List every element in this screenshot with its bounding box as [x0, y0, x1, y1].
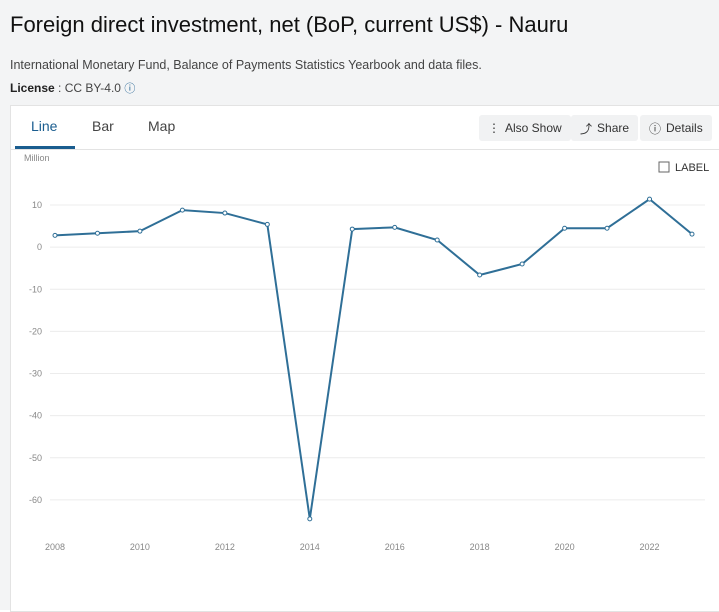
data-point: [94, 230, 100, 236]
chart-panel: Line Bar Map ⋮ Also Show ⤴ Share ⓘ Details: [10, 105, 719, 612]
x-tick-label: 2022: [640, 542, 660, 552]
data-point: [519, 261, 525, 267]
y-tick-label: -40: [29, 411, 42, 421]
x-tick-label: 2018: [470, 542, 490, 552]
data-point: [137, 228, 143, 234]
x-tick-label: 2010: [130, 542, 150, 552]
y-tick-label: -10: [29, 284, 42, 294]
details-button[interactable]: ⓘ Details: [640, 115, 712, 141]
data-point: [477, 272, 483, 278]
x-tick-label: 2008: [45, 542, 65, 552]
y-tick-label: -60: [29, 495, 42, 505]
license: License : CC BY-4.0 ⓘ: [10, 80, 135, 96]
data-line: [54, 197, 693, 519]
x-tick-label: 2014: [300, 542, 320, 552]
data-point: [434, 237, 440, 243]
tab-map[interactable]: Map: [148, 118, 176, 134]
data-point: [604, 225, 610, 231]
tab-underline: [15, 146, 75, 149]
label-toggle[interactable]: LABEL: [675, 162, 709, 174]
license-label: License: [10, 81, 55, 95]
data-point: [52, 232, 58, 238]
license-value: : CC BY-4.0: [58, 81, 121, 95]
y-tick-label: -30: [29, 369, 42, 379]
separator: [11, 149, 719, 150]
button-label: Details: [666, 121, 703, 135]
y-tick-label: 0: [37, 242, 42, 252]
data-point: [689, 231, 695, 237]
button-label: Also Show: [505, 121, 562, 135]
data-point: [647, 196, 653, 202]
also-show-button[interactable]: ⋮ Also Show: [479, 115, 571, 141]
page-title: Foreign direct investment, net (BoP, cur…: [10, 12, 569, 37]
x-tick-label: 2020: [555, 542, 575, 552]
label-checkbox[interactable]: [658, 161, 670, 173]
y-unit: Million: [24, 153, 50, 163]
share-button[interactable]: ⤴ Share: [571, 115, 639, 141]
source-note: International Monetary Fund, Balance of …: [10, 58, 482, 72]
y-tick-label: 10: [32, 200, 42, 210]
data-point: [307, 516, 313, 522]
data-point: [222, 210, 228, 216]
y-tick-label: -50: [29, 453, 42, 463]
x-tick-label: 2012: [215, 542, 235, 552]
tab-line[interactable]: Line: [31, 118, 58, 134]
info-icon[interactable]: ⓘ: [124, 83, 136, 95]
y-tick-label: -20: [29, 326, 42, 336]
data-point: [264, 221, 270, 227]
data-point: [562, 225, 568, 231]
x-tick-label: 2016: [385, 542, 405, 552]
tab-bar[interactable]: Bar: [92, 118, 114, 134]
data-point: [392, 224, 398, 230]
button-label: Share: [597, 121, 630, 135]
data-point: [349, 226, 355, 232]
data-point: [179, 207, 185, 213]
